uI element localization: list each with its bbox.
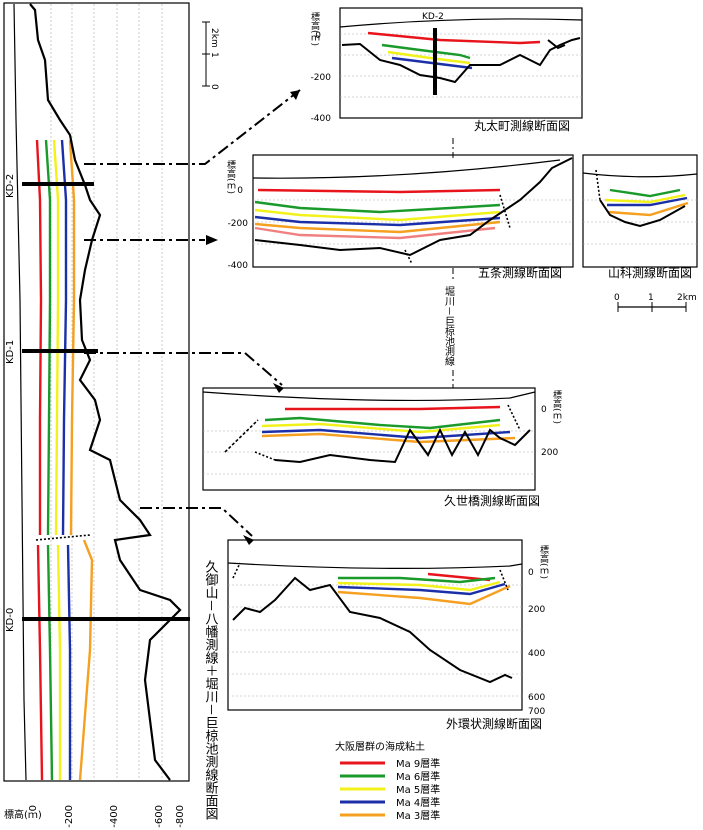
arrow-marutamachi xyxy=(290,90,300,100)
marutamachi-title: 丸太町測線断面図 xyxy=(474,118,570,133)
yamashina-ma6 xyxy=(609,188,681,198)
main-scale-label-0: 0 xyxy=(209,84,219,90)
kuze-frame xyxy=(202,387,536,491)
gaikanjo-tick-400: 400 xyxy=(528,649,545,659)
gojo-ma9 xyxy=(257,188,501,194)
main-borehole-label-kd2: KD-2 xyxy=(5,174,16,198)
main-tick-400: -400 xyxy=(109,805,120,828)
main-ma6-line xyxy=(44,139,52,536)
main-section-title: 久御山－八幡測線＋堀川－巨椋池測線断面図 xyxy=(203,560,219,820)
gaikanjo-title: 外環状測線断面図 xyxy=(446,716,542,731)
connector-marutamachi xyxy=(84,89,301,165)
gojo-section: 0 -200 -400 標高(ｍ) 五条測線断面図 xyxy=(225,154,574,280)
marutamachi-borehole-label: KD-2 xyxy=(422,12,444,22)
connector-kuze xyxy=(84,352,283,386)
legend-label-ma5: Ma 5層準 xyxy=(396,783,440,796)
gojo-axis-label: 標高(ｍ) xyxy=(225,159,236,194)
main-ma5-line-lower xyxy=(56,544,62,780)
marutamachi-section: KD-2 0 -200 -400 標高(ｍ) 丸太町測線断面図 xyxy=(309,7,583,158)
main-ma5-line xyxy=(52,139,60,536)
horikawa-label: 堀川－巨椋池測線 xyxy=(443,286,455,366)
main-basement-line xyxy=(29,3,182,781)
main-borehole-kd2 xyxy=(22,182,94,186)
kuze-axis-label: 標高(ｍ) xyxy=(551,389,562,424)
main-tick-600: -600 xyxy=(154,805,165,828)
main-tick-200: -200 xyxy=(64,805,75,828)
main-axis-label: 標高(ｍ) xyxy=(4,808,42,821)
kuze-ma9 xyxy=(285,405,501,411)
main-borehole-label-kd0: KD-0 xyxy=(5,608,16,632)
kuze-tick-0: 0 xyxy=(541,405,547,415)
yamashina-section: 山科測線断面図 xyxy=(582,154,698,280)
marutamachi-borehole xyxy=(433,28,437,95)
main-scale-label-2km: 2km xyxy=(209,28,219,48)
gojo-title: 五条測線断面図 xyxy=(478,265,562,280)
marutamachi-tick-0: 0 xyxy=(315,31,321,41)
gaikanjo-axis-label: 標高(ｍ) xyxy=(538,544,549,579)
gojo-tick-400: -400 xyxy=(228,261,249,271)
main-section: KD-2 KD-1 KD-0 0 -200 -400 -600 -800 標高(… xyxy=(3,2,219,828)
gojo-tick-200: -200 xyxy=(228,219,249,229)
main-ma4-line xyxy=(60,139,68,536)
gojo-frame xyxy=(252,154,574,268)
gaikanjo-tick-700: 700 xyxy=(528,707,545,717)
main-fault-dotted xyxy=(35,534,91,541)
scale-bar-tick-1: 1 xyxy=(648,293,654,303)
connector-lines xyxy=(84,89,301,537)
gaikanjo-tick-600: 600 xyxy=(528,693,545,703)
gojo-tick-0: 0 xyxy=(237,186,243,196)
arrow-gojo xyxy=(206,235,218,245)
main-ma9-line xyxy=(35,139,43,535)
gaikanjo-tick-200: 200 xyxy=(528,605,545,615)
gaikanjo-tick-0: 0 xyxy=(528,568,534,578)
legend-label-ma6: Ma 6層準 xyxy=(396,770,440,783)
main-ma4-line-lower xyxy=(66,544,72,780)
main-tick-0: 0 xyxy=(28,805,39,811)
scale-bar-tick-2km: 2km xyxy=(677,293,697,303)
kuze-title: 久世橋測線断面図 xyxy=(444,493,540,508)
main-ma3-line xyxy=(68,139,76,536)
connector-gaikanjo xyxy=(140,507,253,537)
yamashina-frame xyxy=(582,154,698,268)
ground-surface-line xyxy=(13,3,27,781)
scale-bar: 0 1 2km xyxy=(614,293,697,312)
main-borehole-label-kd1: KD-1 xyxy=(5,340,16,364)
main-section-frame xyxy=(3,2,190,782)
legend-title: 大阪層群の海成粘土 xyxy=(335,740,425,753)
marutamachi-frame xyxy=(339,7,583,119)
gaikanjo-section: 0 200 400 600 700 標高(ｍ) 外環状測線断面図 xyxy=(227,539,549,731)
main-section-grid xyxy=(50,4,163,780)
main-tick-800: -800 xyxy=(175,805,186,828)
legend: 大阪層群の海成粘土 Ma 9層準 Ma 6層準 Ma 5層準 Ma 4層準 Ma… xyxy=(335,740,440,822)
yamashina-title: 山科測線断面図 xyxy=(608,265,692,280)
main-scale-label-1: 1 xyxy=(209,52,219,58)
legend-label-ma4: Ma 4層準 xyxy=(396,796,440,809)
main-ma3-line-lower xyxy=(78,539,94,781)
main-borehole-kd0 xyxy=(22,617,190,621)
main-borehole-kd1 xyxy=(22,349,98,353)
marutamachi-axis-label: 標高(ｍ) xyxy=(309,11,320,46)
legend-label-ma3: Ma 3層準 xyxy=(396,809,440,822)
marutamachi-tick-200: -200 xyxy=(311,73,332,83)
legend-label-ma9: Ma 9層準 xyxy=(396,757,440,770)
scale-bar-tick-0: 0 xyxy=(614,293,620,303)
marutamachi-ma9 xyxy=(367,31,541,45)
kuze-tick-200: 200 xyxy=(541,448,558,458)
main-ma9-line-lower xyxy=(36,544,44,781)
main-ma6-line-lower xyxy=(46,544,54,781)
marutamachi-tick-400: -400 xyxy=(311,114,332,124)
kuze-section: 0 200 標高(ｍ) 久世橋測線断面図 xyxy=(202,387,562,508)
gaikanjo-frame xyxy=(227,539,523,711)
